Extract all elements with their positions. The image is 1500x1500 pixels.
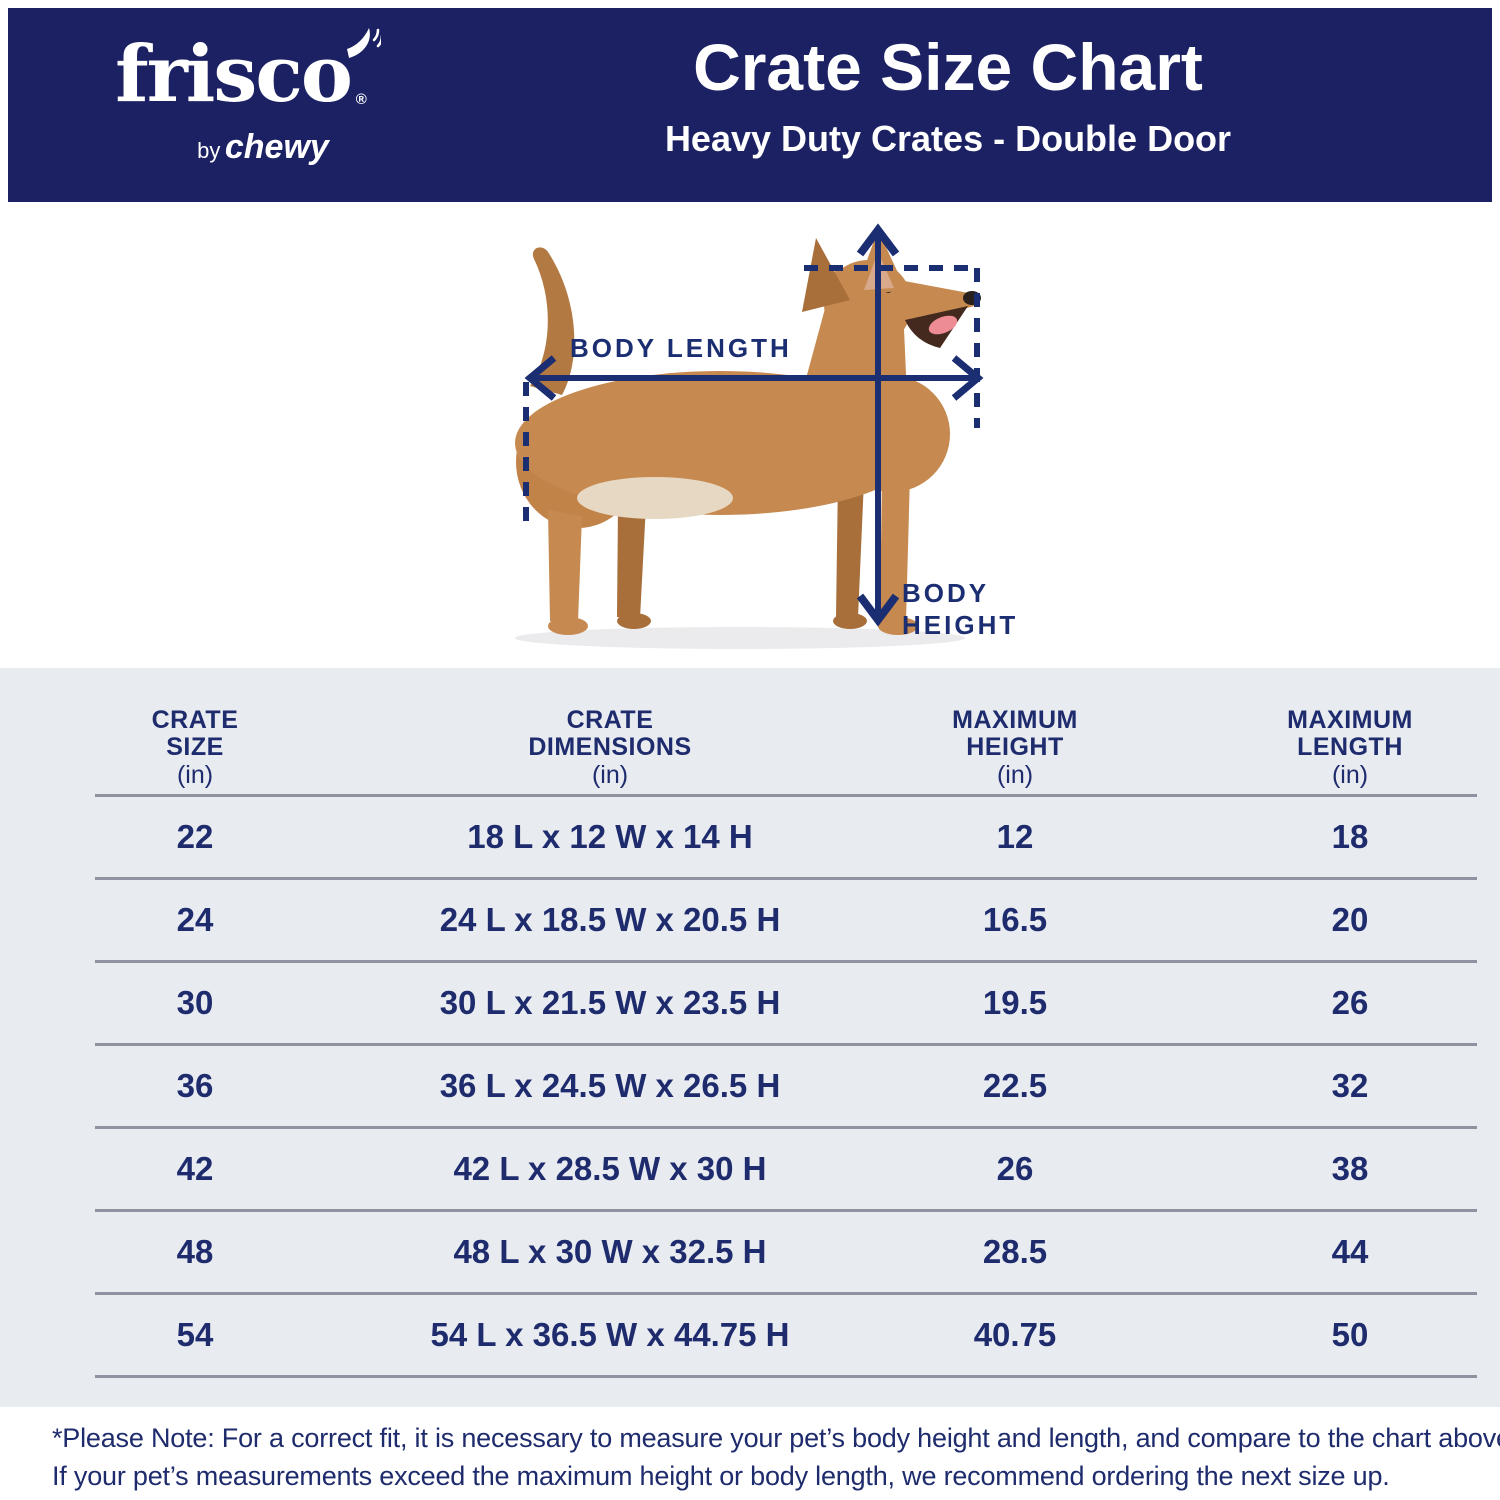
frisco-wordmark: frisco: [115, 29, 353, 120]
crate-size-value: 22: [176, 818, 214, 855]
size-table: CRATE SIZE (in) CRATE DIMENSIONS (in) MA…: [0, 668, 1500, 1407]
max-height-value: 40.75: [973, 1316, 1057, 1353]
page-subtitle: Heavy Duty Crates - Double Door: [664, 118, 1232, 159]
size-diagram: BODY LENGTH BODY HEIGHT: [0, 202, 1500, 668]
table-row: 36 36 L x 24.5 W x 26.5 H 22.5 32: [0, 1046, 1500, 1126]
crate-dimensions-value: 30 L x 21.5 W x 23.5 H: [439, 984, 781, 1021]
body-height-label-line2: HEIGHT: [902, 610, 1018, 640]
body-length-label: BODY LENGTH: [570, 333, 792, 363]
column-header-maximum-length: MAXIMUM LENGTH (in): [1200, 705, 1500, 790]
row-divider: [95, 1292, 1477, 1295]
max-length-value: 20: [1331, 901, 1369, 938]
brand-header: frisco ® by chewy Crate Size Chart Heavy…: [8, 8, 1492, 202]
crate-size-value: 48: [176, 1233, 214, 1270]
crate-dimensions-value: 48 L x 30 W x 32.5 H: [453, 1233, 767, 1270]
row-divider: [95, 794, 1477, 797]
column-header-line: MAXIMUM: [1287, 705, 1413, 734]
max-height-value: 16.5: [982, 901, 1048, 938]
column-header-line: DIMENSIONS: [528, 732, 692, 761]
footnote: *Please Note: For a correct fit, it is n…: [0, 1407, 1500, 1500]
crate-dimensions-value: 54 L x 36.5 W x 44.75 H: [430, 1316, 790, 1353]
chewy-wordmark: chewy: [224, 128, 329, 166]
max-height-value: 19.5: [982, 984, 1048, 1021]
column-header-unit: (in): [996, 760, 1034, 789]
column-header-line: HEIGHT: [966, 732, 1064, 761]
body-height-label-line1: BODY: [902, 578, 989, 608]
column-header-line: SIZE: [166, 732, 224, 761]
max-height-value: 26: [996, 1150, 1034, 1187]
column-header-line: CRATE: [151, 705, 239, 734]
column-header-line: CRATE: [566, 705, 654, 734]
body-length-arrowhead-left: [524, 355, 557, 401]
registered-mark: ®: [355, 91, 367, 108]
measurement-annotations: [523, 223, 984, 627]
frisco-tail-flourish-icon: [346, 26, 384, 69]
table-row: 22 18 L x 12 W x 14 H 12 18: [0, 797, 1500, 877]
column-header-line: MAXIMUM: [952, 705, 1078, 734]
table-row: 30 30 L x 21.5 W x 23.5 H 19.5 26: [0, 963, 1500, 1043]
crate-size-value: 30: [176, 984, 214, 1021]
table-row: 54 54 L x 36.5 W x 44.75 H 40.75 50: [0, 1295, 1500, 1375]
crate-size-value: 36: [176, 1067, 214, 1104]
row-divider: [95, 960, 1477, 963]
row-divider: [95, 1043, 1477, 1046]
max-height-value: 22.5: [982, 1067, 1048, 1104]
title-block: Crate Size Chart Heavy Duty Crates - Dou…: [538, 28, 1358, 160]
row-divider: [95, 877, 1477, 880]
footnote-line2: If your pet’s measurements exceed the ma…: [52, 1461, 1390, 1491]
footnote-line1: *Please Note: For a correct fit, it is n…: [52, 1423, 1500, 1453]
crate-dimensions-value: 42 L x 28.5 W x 30 H: [453, 1150, 767, 1187]
frisco-logo: frisco ® by chewy: [78, 28, 388, 167]
column-header-unit: (in): [176, 760, 214, 789]
by-chewy-byline: by chewy: [108, 128, 418, 167]
column-header-unit: (in): [591, 760, 629, 789]
row-divider: [95, 1209, 1477, 1212]
crate-dimensions-value: 24 L x 18.5 W x 20.5 H: [439, 901, 781, 938]
crate-size-value: 42: [176, 1150, 214, 1187]
crate-dimensions-value: 18 L x 12 W x 14 H: [467, 818, 753, 855]
column-header-crate-size: CRATE SIZE (in): [0, 705, 390, 790]
table-row: 42 42 L x 28.5 W x 30 H 26 38: [0, 1129, 1500, 1209]
max-length-value: 26: [1331, 984, 1369, 1021]
row-divider: [95, 1375, 1477, 1378]
row-divider: [95, 1126, 1477, 1129]
table-header-row: CRATE SIZE (in) CRATE DIMENSIONS (in) MA…: [0, 668, 1500, 794]
body-height-arrowhead-top: [856, 223, 900, 257]
table-row: 48 48 L x 30 W x 32.5 H 28.5 44: [0, 1212, 1500, 1292]
max-length-value: 50: [1331, 1316, 1369, 1353]
byline-by: by: [197, 138, 221, 163]
max-length-value: 38: [1331, 1150, 1369, 1187]
max-length-value: 18: [1331, 818, 1369, 855]
column-header-line: LENGTH: [1297, 732, 1403, 761]
crate-size-value: 54: [176, 1316, 214, 1353]
page-title: Crate Size Chart: [693, 30, 1203, 104]
body-height-arrowhead-bottom: [856, 593, 900, 627]
max-length-value: 44: [1331, 1233, 1369, 1270]
column-header-unit: (in): [1331, 760, 1369, 789]
table-row: 24 24 L x 18.5 W x 20.5 H 16.5 20: [0, 880, 1500, 960]
dog-illustration: BODY LENGTH BODY HEIGHT: [515, 223, 1018, 649]
column-header-maximum-height: MAXIMUM HEIGHT (in): [830, 705, 1200, 790]
crate-size-value: 24: [176, 901, 214, 938]
max-height-value: 12: [996, 818, 1034, 855]
column-header-crate-dimensions: CRATE DIMENSIONS (in): [390, 705, 830, 790]
max-length-value: 32: [1331, 1067, 1369, 1104]
crate-dimensions-value: 36 L x 24.5 W x 26.5 H: [439, 1067, 781, 1104]
body-length-arrowhead-right: [951, 355, 984, 401]
max-height-value: 28.5: [982, 1233, 1048, 1270]
